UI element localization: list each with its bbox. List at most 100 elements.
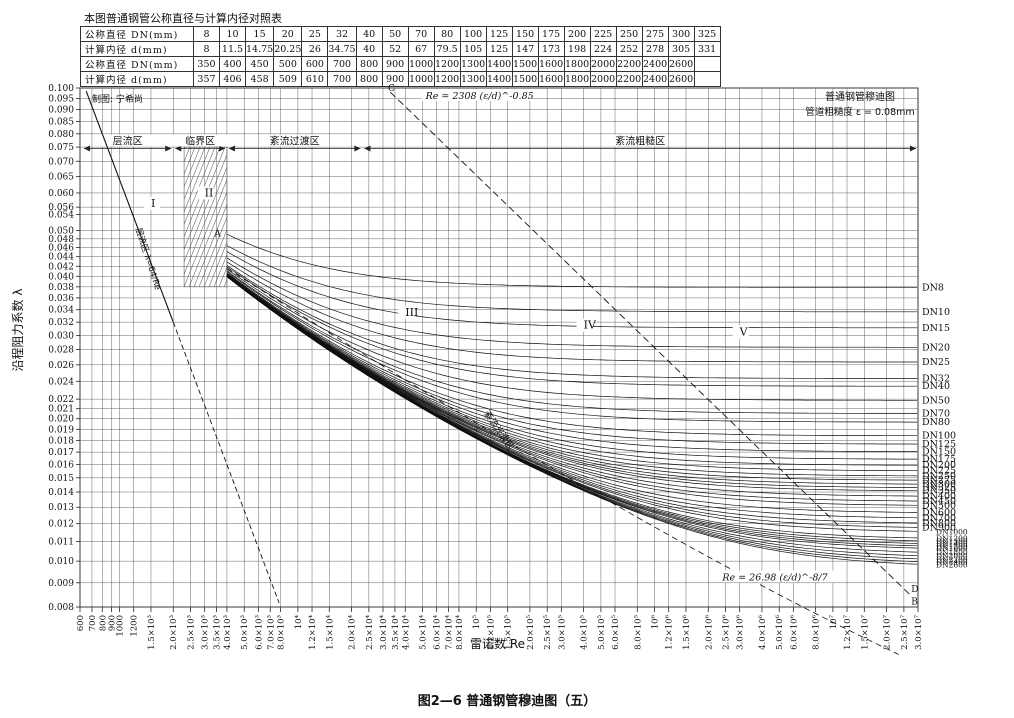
x-tick-label: 1.5×10⁷ bbox=[860, 614, 870, 649]
hatch-line bbox=[274, 147, 330, 287]
critical-zone-box bbox=[183, 146, 228, 288]
dn-curve-dn2600 bbox=[226, 276, 918, 565]
hatch-line bbox=[444, 147, 500, 287]
x-tick-label: 900 bbox=[107, 615, 117, 631]
x-tick-label: 600 bbox=[76, 615, 86, 631]
d-cell: 2400 bbox=[641, 71, 669, 87]
region-label: III bbox=[405, 306, 418, 319]
y-tick-label: 0.065 bbox=[48, 173, 74, 183]
hatch-line bbox=[193, 204, 227, 287]
x-tick-label: 2.0×10³ bbox=[169, 615, 179, 650]
dn-curve-dn1000 bbox=[226, 276, 918, 532]
x-tick-label: 4.0×10⁶ bbox=[758, 614, 768, 649]
x-tick-label: 8.0×10⁵ bbox=[633, 614, 643, 649]
x-tick-label: 1.2×10⁶ bbox=[665, 614, 675, 649]
zone-label-bg bbox=[266, 134, 323, 147]
x-tick-label: 3.5×10³ bbox=[213, 615, 223, 650]
hatch-line bbox=[184, 147, 221, 238]
hatch-line bbox=[434, 147, 490, 287]
hatch-line bbox=[223, 279, 227, 287]
dn-label: DN125 bbox=[922, 439, 956, 450]
y-tick-label: 0.080 bbox=[48, 130, 74, 140]
y-tick-label: 0.046 bbox=[48, 244, 74, 254]
dn-label: DN800 bbox=[922, 518, 956, 529]
x-tick-label: 700 bbox=[88, 615, 98, 631]
laminar-line-label: 层流区 λ=64/Re bbox=[133, 226, 163, 291]
dn-curve-dn15 bbox=[226, 251, 918, 329]
point-label-c: C bbox=[388, 84, 395, 94]
d-cell: 1500 bbox=[511, 71, 539, 87]
x-tick-label: 2.5×10⁷ bbox=[900, 614, 910, 649]
hatch-line bbox=[429, 147, 485, 287]
x-tick-label: 2.0×10⁶ bbox=[704, 614, 714, 649]
hatch-line bbox=[449, 147, 505, 287]
hatch-line bbox=[213, 254, 227, 287]
y-tick-label: 0.075 bbox=[48, 143, 74, 153]
dn-label: DN900 bbox=[922, 522, 956, 533]
hatch-line bbox=[184, 154, 227, 263]
hatch-line bbox=[184, 147, 226, 250]
y-tick-label: 0.028 bbox=[48, 346, 74, 356]
x-tick-label: 7.0×10³ bbox=[266, 615, 276, 650]
y-tick-label: 0.034 bbox=[48, 306, 74, 316]
y-tick-label: 0.070 bbox=[48, 157, 74, 167]
hatch-line bbox=[114, 147, 170, 287]
x-tick-label: 5.0×10³ bbox=[240, 615, 250, 650]
y-tick-label: 0.100 bbox=[48, 84, 74, 94]
hatch-line bbox=[384, 147, 440, 287]
hatch-line bbox=[184, 147, 211, 213]
zone-arrow-left bbox=[228, 145, 235, 152]
x-tick-label: 10⁴ bbox=[294, 614, 304, 629]
dn-label: DN50 bbox=[922, 395, 950, 406]
dn-curve-dn900 bbox=[226, 276, 918, 528]
hatch-line bbox=[234, 147, 290, 287]
y-tick-label: 0.009 bbox=[48, 579, 74, 589]
y-tick-label: 0.048 bbox=[48, 235, 74, 245]
x-tick-label: 1.5×10⁵ bbox=[504, 614, 514, 649]
y-tick-label: 0.024 bbox=[48, 377, 74, 387]
y-tick-label: 0.012 bbox=[48, 520, 74, 530]
point-label-b: B bbox=[911, 597, 918, 607]
hatch-line bbox=[374, 147, 430, 287]
x-tick-label: 8.0×10³ bbox=[277, 615, 287, 650]
dn-curve-dn150 bbox=[226, 273, 918, 452]
zone-label: 紊流过渡区 bbox=[270, 134, 320, 147]
x-tick-label: 4.0×10⁵ bbox=[580, 614, 590, 649]
hatch-line bbox=[399, 147, 455, 287]
d-cell: 406 bbox=[219, 71, 246, 87]
x-tick-label: 5.0×10⁴ bbox=[419, 614, 429, 649]
x-tick-label: 6.0×10⁵ bbox=[611, 614, 621, 649]
x-tick-label: 2.0×10⁴ bbox=[348, 614, 358, 649]
hatch-line bbox=[264, 147, 320, 287]
hatch-line bbox=[439, 147, 495, 287]
hatch-line bbox=[184, 147, 191, 163]
boundary-cd-label: Re = 2308 (ε/d)^-0.85 bbox=[425, 91, 534, 102]
y-tick-label: 0.032 bbox=[48, 318, 74, 328]
dn-curve-dn100 bbox=[226, 272, 918, 437]
hatch-line bbox=[89, 147, 145, 287]
hatch-line bbox=[459, 147, 515, 287]
hatch-line bbox=[324, 147, 380, 287]
y-tick-label: 0.015 bbox=[48, 474, 74, 484]
zone-label-bg bbox=[612, 134, 669, 147]
boundary-b-label-bg bbox=[718, 570, 839, 583]
x-tick-label: 3.0×10³ bbox=[201, 615, 211, 650]
dn-curve-dn200 bbox=[226, 274, 918, 466]
point-label-a: A bbox=[213, 230, 221, 240]
dn-label: DN1200 bbox=[936, 534, 968, 543]
hatch-line bbox=[188, 191, 227, 287]
hatch-line bbox=[479, 147, 535, 287]
x-tick-label: 3.0×10⁴ bbox=[379, 614, 389, 649]
table-row-label: 计算内径 d(mm) bbox=[80, 71, 194, 87]
dn-label: DN2600 bbox=[936, 560, 968, 569]
x-tick-label: 6.0×10⁴ bbox=[433, 614, 443, 649]
zone-arrow-right bbox=[165, 145, 172, 152]
dn-curve-dn50 bbox=[226, 268, 918, 401]
hatch-line bbox=[299, 147, 355, 287]
d-cell: 458 bbox=[244, 71, 275, 87]
y-tick-label: 0.019 bbox=[48, 425, 74, 435]
d-cell bbox=[693, 71, 721, 87]
hatch-line bbox=[419, 147, 475, 287]
region-label: IV bbox=[584, 319, 597, 332]
hatch-line bbox=[394, 147, 450, 287]
